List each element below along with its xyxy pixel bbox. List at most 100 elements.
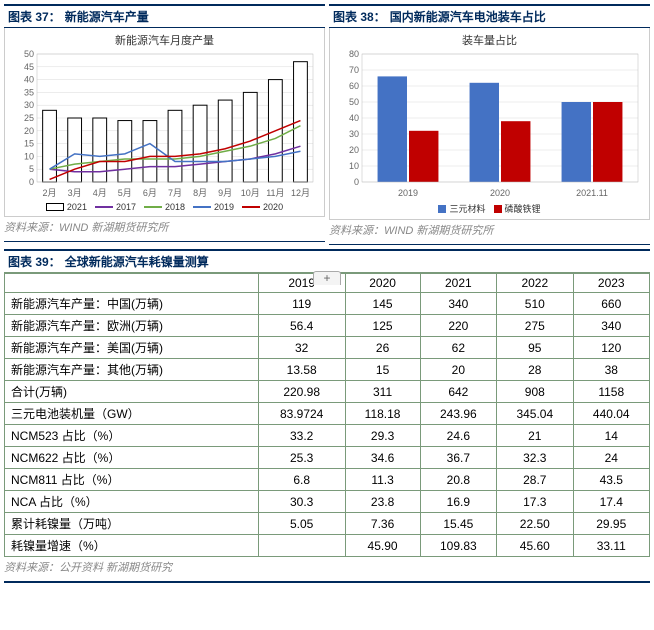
table-cell: 22.50 — [497, 513, 573, 535]
svg-text:35: 35 — [24, 87, 34, 97]
svg-text:70: 70 — [349, 65, 359, 75]
panel-table-39: 图表 39： 全球新能源汽车耗镍量测算 + 201920202021202220… — [4, 249, 650, 583]
table-col-header: 2023 — [573, 274, 649, 293]
table-cell: 25.3 — [258, 447, 345, 469]
table-cell: 28 — [497, 359, 573, 381]
svg-text:8月: 8月 — [193, 188, 207, 198]
panel-37-prefix: 图表 37： — [8, 8, 61, 25]
table-cell: 275 — [497, 315, 573, 337]
table-cell: 43.5 — [573, 469, 649, 491]
svg-text:20: 20 — [24, 126, 34, 136]
svg-text:15: 15 — [24, 139, 34, 149]
svg-text:0: 0 — [354, 177, 359, 187]
table-row: NCA 占比（%）30.323.816.917.317.4 — [5, 491, 650, 513]
table-cell — [258, 535, 345, 557]
table-row-header: 累计耗镍量（万吨） — [5, 513, 259, 535]
table-cell: 26 — [345, 337, 420, 359]
svg-text:3月: 3月 — [68, 188, 82, 198]
table-row-header: 合计(万辆) — [5, 381, 259, 403]
svg-text:12月: 12月 — [291, 188, 310, 198]
table-cell: 32 — [258, 337, 345, 359]
table-cell: 20 — [420, 359, 496, 381]
table-cell: 17.3 — [497, 491, 573, 513]
chart-38-box: 装车量占比 01020304050607080201920202021.11 三… — [329, 28, 650, 220]
table-cell: 119 — [258, 293, 345, 315]
table-cell: 1158 — [573, 381, 649, 403]
svg-text:40: 40 — [349, 113, 359, 123]
table-cell: 15.45 — [420, 513, 496, 535]
table-cell: 29.3 — [345, 425, 420, 447]
svg-text:2020: 2020 — [490, 188, 510, 198]
table-row: NCM811 占比（%）6.811.320.828.743.5 — [5, 469, 650, 491]
table-cell: 24 — [573, 447, 649, 469]
table-cell: 109.83 — [420, 535, 496, 557]
table-cell: 36.7 — [420, 447, 496, 469]
table-cell: 95 — [497, 337, 573, 359]
table-cell: 13.58 — [258, 359, 345, 381]
table-row-header: 新能源汽车产量：欧洲(万辆) — [5, 315, 259, 337]
panel-39-prefix: 图表 39： — [8, 253, 61, 270]
svg-text:2021.11: 2021.11 — [576, 188, 608, 198]
table-row-header: 耗镍量增速（%） — [5, 535, 259, 557]
chart-37-source: 资料来源：WIND 新湖期货研究所 — [4, 217, 325, 242]
svg-text:50: 50 — [349, 97, 359, 107]
svg-text:2月: 2月 — [43, 188, 57, 198]
table-row-header: 新能源汽车产量：中国(万辆) — [5, 293, 259, 315]
table-cell: 28.7 — [497, 469, 573, 491]
svg-text:7月: 7月 — [168, 188, 182, 198]
chart-37-svg: 051015202530354045502月3月4月5月6月7月8月9月10月1… — [9, 50, 319, 200]
table-col-header: 2022 — [497, 274, 573, 293]
svg-text:10: 10 — [24, 151, 34, 161]
table-cell: 45.90 — [345, 535, 420, 557]
panel-39-header: 图表 39： 全球新能源汽车耗镍量测算 — [4, 249, 650, 273]
table-cell: 24.6 — [420, 425, 496, 447]
table-row-header: NCM523 占比（%） — [5, 425, 259, 447]
table-row-header: NCM622 占比（%） — [5, 447, 259, 469]
table-cell: 34.6 — [345, 447, 420, 469]
panel-39-title: 全球新能源汽车耗镍量测算 — [65, 253, 209, 270]
chart-38-svg: 01020304050607080201920202021.11 — [334, 50, 644, 200]
table-cell: 660 — [573, 293, 649, 315]
table-cell: 29.95 — [573, 513, 649, 535]
table-row: 新能源汽车产量：欧洲(万辆)56.4125220275340 — [5, 315, 650, 337]
table-row: NCM622 占比（%）25.334.636.732.324 — [5, 447, 650, 469]
table-row-header: NCM811 占比（%） — [5, 469, 259, 491]
panel-38-header: 图表 38： 国内新能源汽车电池装车占比 — [329, 4, 650, 28]
table-cell: 118.18 — [345, 403, 420, 425]
table-cell: 642 — [420, 381, 496, 403]
table-cell: 83.9724 — [258, 403, 345, 425]
table-cell: 243.96 — [420, 403, 496, 425]
svg-text:2019: 2019 — [398, 188, 418, 198]
table-cell: 7.36 — [345, 513, 420, 535]
table-cell: 32.3 — [497, 447, 573, 469]
chart-37-title: 新能源汽车月度产量 — [9, 32, 320, 48]
svg-text:9月: 9月 — [218, 188, 232, 198]
svg-text:5月: 5月 — [118, 188, 132, 198]
table-cell: 14 — [573, 425, 649, 447]
table-col-header: 2021 — [420, 274, 496, 293]
chart-38-title: 装车量占比 — [334, 32, 645, 48]
table-cell: 23.8 — [345, 491, 420, 513]
svg-text:20: 20 — [349, 145, 359, 155]
table-row: 累计耗镍量（万吨）5.057.3615.4522.5029.95 — [5, 513, 650, 535]
table-cell: 125 — [345, 315, 420, 337]
svg-text:30: 30 — [24, 100, 34, 110]
table-cell: 16.9 — [420, 491, 496, 513]
table-row: NCM523 占比（%）33.229.324.62114 — [5, 425, 650, 447]
table-cell: 220.98 — [258, 381, 345, 403]
svg-text:0: 0 — [29, 177, 34, 187]
panel-37-header: 图表 37： 新能源汽车产量 — [4, 4, 325, 28]
panel-38-title: 国内新能源汽车电池装车占比 — [390, 8, 546, 25]
svg-text:10: 10 — [349, 161, 359, 171]
table-39-plus-tab[interactable]: + — [313, 271, 341, 285]
table-row-header: NCA 占比（%） — [5, 491, 259, 513]
svg-text:25: 25 — [24, 113, 34, 123]
table-cell: 33.11 — [573, 535, 649, 557]
table-cell: 38 — [573, 359, 649, 381]
table-cell: 345.04 — [497, 403, 573, 425]
table-cell: 145 — [345, 293, 420, 315]
table-cell: 220 — [420, 315, 496, 337]
svg-text:11月: 11月 — [266, 188, 284, 198]
table-row: 耗镍量增速（%）45.90109.8345.6033.11 — [5, 535, 650, 557]
svg-text:6月: 6月 — [143, 188, 157, 198]
